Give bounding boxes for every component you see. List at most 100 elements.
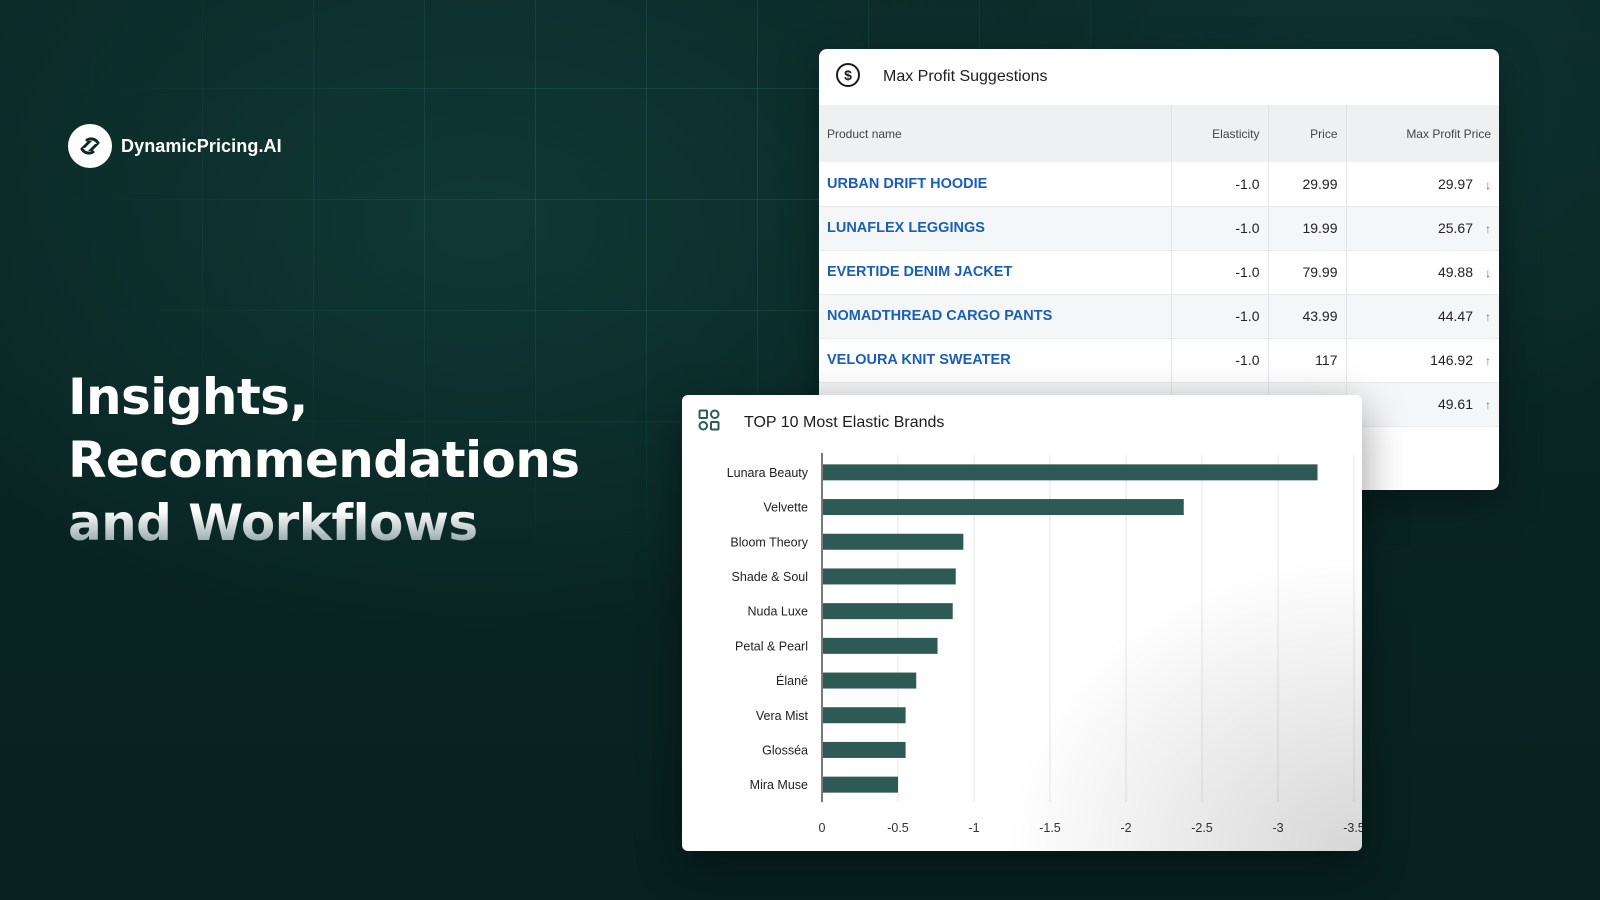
headline-line-1: Insights, bbox=[68, 368, 308, 426]
max-profit-price-cell: 44.47 ↑ bbox=[1346, 294, 1499, 339]
bar bbox=[823, 637, 938, 654]
elastic-brands-card-title: TOP 10 Most Elastic Brands bbox=[744, 413, 945, 431]
max-profit-price-cell-text: 29.97 bbox=[1437, 175, 1473, 192]
table-row[interactable]: VELOURA KNIT SWEATER -1.0 117 146.92 ↑ bbox=[819, 338, 1499, 383]
product-name-link[interactable]: EVERTIDE DENIM JACKET bbox=[819, 250, 1172, 295]
max-profit-price-cell-text: 25.67 bbox=[1437, 220, 1473, 236]
bar bbox=[823, 707, 906, 724]
product-name-link-text: VELOURA KNIT SWEATER bbox=[827, 352, 1011, 368]
bar bbox=[823, 672, 917, 689]
arrow-down-icon: ↓ bbox=[1485, 266, 1491, 280]
elasticity-cell-text: -1.0 bbox=[1235, 264, 1260, 280]
table-row[interactable]: URBAN DRIFT HOODIE -1.0 29.99 29.97 ↓ bbox=[819, 162, 1499, 207]
y-category-label: Shade & Soul bbox=[732, 570, 808, 584]
bar bbox=[823, 464, 1318, 481]
elasticity-cell-text: -1.0 bbox=[1235, 220, 1260, 236]
product-name-link-text: EVERTIDE DENIM JACKET bbox=[827, 264, 1013, 280]
max-profit-price-cell-text: 146.92 bbox=[1430, 352, 1473, 368]
headline-line-3: and Workflows bbox=[68, 492, 628, 555]
column-header-product-name[interactable]: Product name bbox=[819, 105, 1172, 162]
bar bbox=[823, 741, 906, 758]
x-tick-label: -1 bbox=[968, 821, 979, 835]
svg-text:$: $ bbox=[844, 67, 852, 83]
product-name-link-text: NOMADTHREAD CARGO PANTS bbox=[827, 308, 1053, 324]
y-category-label: Nuda Luxe bbox=[748, 605, 809, 619]
max-profit-table: Product name Elasticity Price Max Profit… bbox=[819, 105, 1499, 427]
x-tick-label: 0 bbox=[819, 821, 826, 835]
bar bbox=[823, 533, 964, 550]
elasticity-cell-text: -1.0 bbox=[1235, 175, 1260, 192]
price-cell-text: 79.99 bbox=[1302, 264, 1338, 280]
elasticity-cell: -1.0 bbox=[1171, 206, 1269, 251]
brand-logo[interactable]: DynamicPricing.AI bbox=[68, 124, 282, 168]
max-profit-price-cell-text: 44.47 bbox=[1437, 308, 1473, 324]
brand-name: DynamicPricing.AI bbox=[121, 135, 282, 156]
x-tick-label: -2 bbox=[1120, 821, 1131, 835]
y-category-label: Bloom Theory bbox=[730, 535, 808, 549]
elasticity-cell: -1.0 bbox=[1171, 162, 1269, 207]
product-name-link[interactable]: URBAN DRIFT HOODIE bbox=[819, 162, 1172, 207]
x-tick-label: -3.5 bbox=[1343, 821, 1362, 835]
price-cell: 29.99 bbox=[1268, 162, 1347, 207]
max-profit-price-cell: 29.97 ↓ bbox=[1346, 162, 1499, 207]
elasticity-cell-text: -1.0 bbox=[1235, 308, 1260, 324]
price-cell-text: 19.99 bbox=[1302, 220, 1338, 236]
max-profit-price-cell: 49.88 ↓ bbox=[1346, 250, 1499, 295]
max-profit-price-cell: 25.67 ↑ bbox=[1346, 206, 1499, 251]
arrow-up-icon: ↑ bbox=[1485, 222, 1491, 236]
max-profit-price-cell: 146.92 ↑ bbox=[1346, 338, 1499, 383]
price-cell-text: 29.99 bbox=[1302, 175, 1338, 192]
price-cell: 117 bbox=[1268, 338, 1347, 383]
column-header-price[interactable]: Price bbox=[1268, 105, 1347, 162]
arrow-up-icon: ↑ bbox=[1485, 354, 1491, 368]
elastic-brands-bar-chart: 0 -0.5 -1 -1.5 -2 -2.5 -3 -3.5 Lunara Beauty Velv… bbox=[727, 453, 1362, 835]
y-category-label: Velvette bbox=[764, 501, 809, 515]
column-header-elasticity[interactable]: Elasticity bbox=[1171, 105, 1269, 162]
price-cell: 19.99 bbox=[1268, 206, 1347, 251]
page-headline: Insights, Recommendations and Workflows bbox=[68, 366, 628, 555]
y-category-label: Élané bbox=[776, 673, 808, 688]
y-category-label: Mira Muse bbox=[750, 778, 808, 792]
price-cell: 43.99 bbox=[1268, 294, 1347, 339]
max-profit-price-cell-text: 49.61 bbox=[1437, 396, 1473, 412]
table-header-row: Product name Elasticity Price Max Profit… bbox=[819, 105, 1499, 162]
bar bbox=[823, 499, 1184, 516]
bar bbox=[823, 603, 953, 620]
elasticity-cell-text: -1.0 bbox=[1235, 352, 1260, 368]
x-tick-label: -2.5 bbox=[1191, 821, 1213, 835]
dollar-circle-icon: $ bbox=[835, 62, 861, 93]
max-profit-price-cell: 49.61 ↑ bbox=[1346, 382, 1499, 427]
max-profit-price-cell-text: 49.88 bbox=[1437, 264, 1473, 280]
table-row[interactable]: LUNAFLEX LEGGINGS -1.0 19.99 25.67 ↑ bbox=[819, 206, 1499, 251]
bar bbox=[823, 776, 898, 793]
table-row[interactable]: EVERTIDE DENIM JACKET -1.0 79.99 49.88 ↓ bbox=[819, 250, 1499, 295]
elasticity-cell: -1.0 bbox=[1171, 250, 1269, 295]
y-category-label: Petal & Pearl bbox=[735, 639, 808, 653]
elastic-brands-card-header: TOP 10 Most Elastic Brands bbox=[682, 395, 1362, 450]
max-profit-card-title: Max Profit Suggestions bbox=[883, 68, 1048, 85]
table-row[interactable]: NOMADTHREAD CARGO PANTS -1.0 43.99 44.47 ↑ bbox=[819, 294, 1499, 339]
x-tick-label: -1.5 bbox=[1039, 821, 1061, 835]
arrow-up-icon: ↑ bbox=[1485, 398, 1491, 412]
elastic-brands-card: TOP 10 Most Elastic Brands 0 -0.5 -1 -1.5 -2… bbox=[682, 395, 1362, 851]
price-cell-text: 43.99 bbox=[1302, 308, 1338, 324]
product-name-link-text: LUNAFLEX LEGGINGS bbox=[827, 220, 985, 236]
dashboard-grid-icon bbox=[698, 409, 720, 436]
y-category-label: Vera Mist bbox=[756, 709, 809, 723]
max-profit-card-header: $ Max Profit Suggestions bbox=[819, 49, 1499, 105]
dynamic-pricing-logo-icon bbox=[68, 124, 112, 168]
product-name-link[interactable]: LUNAFLEX LEGGINGS bbox=[819, 206, 1172, 251]
arrow-down-icon: ↓ bbox=[1485, 177, 1491, 192]
elasticity-cell: -1.0 bbox=[1171, 338, 1269, 383]
x-tick-label: -0.5 bbox=[887, 821, 909, 835]
price-cell-text: 117 bbox=[1315, 352, 1338, 368]
product-name-link[interactable]: NOMADTHREAD CARGO PANTS bbox=[819, 294, 1172, 339]
product-name-link-text: URBAN DRIFT HOODIE bbox=[827, 175, 988, 192]
arrow-up-icon: ↑ bbox=[1485, 310, 1491, 324]
price-cell: 79.99 bbox=[1268, 250, 1347, 295]
y-category-label: Lunara Beauty bbox=[727, 466, 809, 480]
x-tick-label: -3 bbox=[1272, 821, 1283, 835]
headline-line-2: Recommendations bbox=[68, 431, 580, 489]
column-header-max-profit-price[interactable]: Max Profit Price bbox=[1346, 105, 1499, 162]
product-name-link[interactable]: VELOURA KNIT SWEATER bbox=[819, 338, 1172, 383]
